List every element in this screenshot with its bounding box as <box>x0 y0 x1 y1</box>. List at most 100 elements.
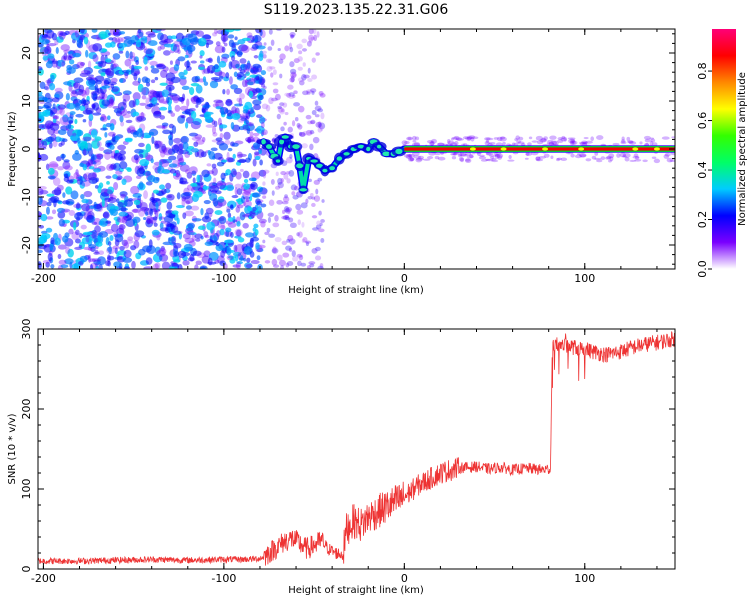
noise-blob <box>176 217 180 225</box>
noise-blob <box>152 110 162 119</box>
noise-blob <box>125 50 130 59</box>
noise-blob <box>169 60 173 65</box>
ridge-core <box>357 144 365 149</box>
noise-blob <box>44 83 50 91</box>
noise-blob <box>527 142 532 146</box>
noise-blob <box>199 55 203 59</box>
noise-blob <box>130 245 137 251</box>
noise-blob <box>117 102 127 110</box>
noise-blob <box>320 125 324 132</box>
noise-blob <box>45 163 50 171</box>
noise-blob <box>101 198 105 208</box>
noise-blob <box>219 132 224 140</box>
noise-blob <box>225 108 229 114</box>
noise-blob <box>494 153 500 159</box>
noise-blob <box>556 158 560 162</box>
noise-blob <box>105 122 112 128</box>
noise-blob <box>61 138 68 143</box>
noise-blob <box>249 210 256 219</box>
noise-blob <box>178 71 185 78</box>
noise-blob <box>134 98 140 106</box>
noise-blob <box>242 170 250 179</box>
noise-blob <box>271 190 275 196</box>
noise-blob <box>52 177 61 186</box>
noise-blob <box>300 262 307 267</box>
noise-blob <box>466 136 472 142</box>
noise-blob <box>203 250 211 258</box>
noise-blob <box>169 223 175 230</box>
noise-blob <box>173 259 181 263</box>
noise-blob <box>272 88 279 94</box>
noise-blob <box>451 153 460 156</box>
noise-blob <box>236 204 244 209</box>
y-tick-label: -20 <box>20 236 33 254</box>
noise-blob <box>54 87 63 93</box>
noise-blob <box>80 224 87 230</box>
noise-blob <box>141 95 147 100</box>
noise-blob <box>117 144 127 151</box>
noise-blob <box>596 135 604 141</box>
noise-blob <box>278 58 284 64</box>
noise-blob <box>247 137 252 144</box>
noise-blob <box>258 53 264 62</box>
noise-blob <box>151 229 160 236</box>
noise-blob <box>123 242 130 249</box>
noise-blob <box>212 132 218 137</box>
noise-blob <box>233 251 242 257</box>
noise-blob <box>320 238 325 243</box>
noise-blob <box>297 219 301 226</box>
noise-blob <box>112 53 121 60</box>
noise-blob <box>649 140 654 146</box>
noise-blob <box>130 185 140 195</box>
noise-blob <box>88 51 98 60</box>
noise-blob <box>290 34 295 38</box>
colorbar-tick-label: 0.0 <box>696 260 709 278</box>
noise-blob <box>500 136 506 140</box>
noise-blob <box>288 238 296 245</box>
noise-blob <box>318 210 322 216</box>
noise-blob <box>226 115 234 120</box>
noise-blob <box>231 106 237 114</box>
noise-blob <box>305 198 309 204</box>
noise-blob <box>581 140 588 145</box>
ridge-core <box>322 168 328 173</box>
noise-blob <box>82 99 91 106</box>
noise-blob <box>260 121 265 129</box>
noise-blob <box>183 191 192 197</box>
noise-blob <box>666 157 673 163</box>
noise-blob <box>171 125 177 134</box>
noise-blob <box>315 246 321 252</box>
noise-blob <box>54 38 59 46</box>
noise-blob <box>242 222 249 229</box>
noise-blob <box>300 202 308 209</box>
noise-blob <box>219 260 226 267</box>
noise-blob <box>497 154 503 160</box>
noise-blob <box>63 165 73 171</box>
colorbar-tick-label: 0.4 <box>696 161 709 179</box>
noise-blob <box>90 264 94 269</box>
noise-blob <box>120 121 125 127</box>
noise-blob <box>407 154 415 158</box>
noise-blob <box>155 201 159 211</box>
noise-blob <box>311 248 318 254</box>
noise-blob <box>236 220 241 227</box>
noise-blob <box>579 153 587 158</box>
noise-blob <box>216 182 224 186</box>
noise-blob <box>453 135 460 141</box>
noise-blob <box>100 127 108 131</box>
noise-blob <box>304 240 312 244</box>
noise-blob <box>88 166 95 170</box>
noise-blob <box>124 59 132 67</box>
noise-blob <box>153 208 157 215</box>
noise-blob <box>104 132 108 138</box>
noise-blob <box>159 184 165 190</box>
noise-blob <box>121 178 127 186</box>
y-tick-label: 0 <box>20 566 33 573</box>
noise-blob <box>642 159 648 163</box>
noise-blob <box>178 250 187 259</box>
noise-blob <box>219 124 228 129</box>
noise-blob <box>317 265 324 269</box>
noise-blob <box>137 29 142 34</box>
noise-blob <box>123 266 131 269</box>
noise-blob <box>291 250 296 257</box>
